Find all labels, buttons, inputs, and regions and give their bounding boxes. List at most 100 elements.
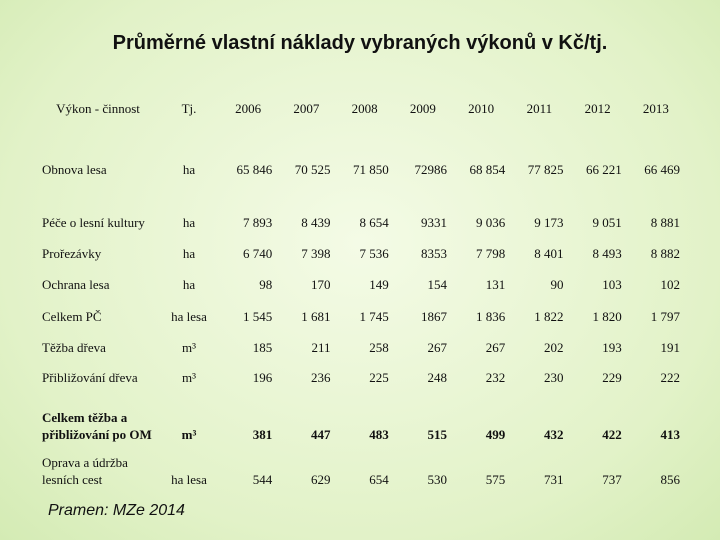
header-cell: Výkon - činnost [56, 100, 140, 116]
header-row: Výkon - činnost Tj. 2006 2007 2008 2009 2010 20… [38, 92, 686, 124]
value-cell: 68 854 [469, 162, 506, 177]
value-cell: 8 881 [650, 215, 680, 230]
value-cell: 66 221 [586, 162, 622, 177]
header-cell: 2007 [293, 100, 320, 116]
table-row: Obnova lesa ha 65 846 70 525 71 850 72986 68 8… [38, 124, 686, 181]
value-cell: 530 [427, 472, 448, 487]
table-row: Těžba dřeva m³ 185 211 258 267 267 202 193 191 [38, 328, 686, 359]
value-cell: 1 822 [534, 309, 564, 324]
value-cell: 232 [485, 370, 506, 385]
value-cell: 7 798 [476, 246, 506, 261]
value-cell: 72986 [414, 162, 448, 177]
value-cell: 432 [544, 427, 564, 442]
header-cell: Tj. [181, 100, 197, 116]
value-cell: 103 [602, 277, 622, 292]
value-cell: 422 [602, 427, 622, 442]
table-row: Přibližování dřeva m³ 196 236 225 248 232 230 22… [38, 359, 686, 389]
value-cell: 8 401 [534, 246, 564, 261]
title: Průměrné vlastní náklady vybraných výkon… [112, 32, 608, 54]
value-cell: 77 825 [527, 162, 564, 177]
value-cell: 9331 [421, 215, 447, 230]
value-cell: 170 [311, 277, 331, 292]
value-cell: 6 740 [243, 246, 273, 261]
value-cell: 447 [311, 427, 331, 442]
value-cell: 515 [427, 427, 448, 442]
value-cell: 1 836 [476, 309, 506, 324]
value-cell: 575 [485, 472, 506, 487]
table-row: Prořezávky ha 6 740 7 398 7 536 8353 7 798 8 40… [38, 234, 686, 265]
value-cell: 8 654 [359, 215, 389, 230]
value-cell: 7 893 [243, 215, 273, 230]
header-cell: 2010 [468, 100, 495, 116]
value-cell: 222 [660, 370, 681, 385]
value-cell: 8 882 [650, 246, 680, 261]
value-cell: 856 [660, 472, 681, 487]
header-cell: 2011 [526, 100, 553, 116]
value-cell: 236 [311, 370, 331, 385]
value-cell: 9 173 [534, 215, 564, 230]
table-row: Celkem PČ ha lesa 1 545 1 681 1 745 1867 1 836… [38, 296, 686, 328]
source-note: Pramen: MZe 2014 [48, 502, 185, 519]
unit-cell: ha lesa [171, 309, 207, 324]
header-cell: 2013 [642, 100, 669, 116]
row-label: Obnova lesa [42, 162, 107, 177]
value-cell: 225 [369, 370, 389, 385]
value-cell: 149 [369, 277, 389, 292]
value-cell: 7 398 [301, 246, 331, 261]
unit-cell: ha [182, 277, 196, 292]
row-label: Těžba dřeva [42, 340, 106, 355]
row-label: Přibližování dřeva [42, 370, 138, 385]
value-cell: 202 [544, 340, 564, 355]
value-cell: 8 439 [301, 215, 331, 230]
value-cell: 737 [602, 472, 622, 487]
value-cell: 8353 [421, 246, 447, 261]
table-row: Celkem těžba a přibližování po OM m³ 381 44… [38, 389, 686, 446]
value-cell: 483 [369, 427, 389, 442]
value-cell: 1 545 [243, 309, 273, 324]
value-cell: 9 051 [592, 215, 622, 230]
value-cell: 71 850 [353, 162, 389, 177]
unit-cell: m³ [181, 370, 196, 385]
unit-cell: m³ [181, 427, 197, 442]
value-cell: 1 681 [301, 309, 331, 324]
row-label: Péče o lesní kultury [42, 215, 145, 230]
row-label: Ochrana lesa [42, 277, 110, 292]
value-cell: 66 469 [644, 162, 680, 177]
value-cell: 131 [485, 277, 506, 292]
value-cell: 1 745 [359, 309, 389, 324]
row-label: Celkem PČ [42, 309, 102, 324]
table-row: Péče o lesní kultury ha 7 893 8 439 8 654 933… [38, 181, 686, 234]
header-cell: 2012 [584, 100, 611, 116]
value-cell: 381 [252, 427, 273, 442]
unit-cell: m³ [181, 340, 196, 355]
row-label: Oprava a údržba lesních cest [42, 455, 128, 487]
value-cell: 102 [660, 277, 681, 292]
header-cell: 2009 [409, 100, 436, 116]
value-cell: 654 [369, 472, 389, 487]
value-cell: 9 036 [476, 215, 506, 230]
value-cell: 90 [550, 277, 564, 292]
value-cell: 191 [660, 340, 681, 355]
unit-cell: ha [182, 162, 196, 177]
value-cell: 1867 [421, 309, 447, 324]
value-cell: 629 [311, 472, 331, 487]
value-cell: 248 [427, 370, 448, 385]
value-cell: 211 [311, 340, 331, 355]
header-cell: 2008 [351, 100, 378, 116]
value-cell: 185 [252, 340, 273, 355]
value-cell: 413 [660, 427, 681, 442]
value-cell: 267 [427, 340, 448, 355]
value-cell: 70 525 [294, 162, 331, 177]
value-cell: 229 [602, 370, 622, 385]
value-cell: 7 536 [359, 246, 389, 261]
value-cell: 230 [544, 370, 564, 385]
value-cell: 98 [259, 277, 273, 292]
value-cell: 1 797 [650, 309, 680, 324]
value-cell: 1 820 [592, 309, 622, 324]
header-cell: 2006 [235, 100, 262, 116]
cost-table: Výkon - činnost Tj. 2006 2007 2008 2009 2010 20… [38, 92, 686, 491]
table-row: Ochrana lesa ha 98 170 149 154 131 90 103 102 [38, 265, 686, 296]
value-cell: 196 [252, 370, 273, 385]
row-label: Celkem těžba a přibližování po OM [42, 410, 152, 442]
